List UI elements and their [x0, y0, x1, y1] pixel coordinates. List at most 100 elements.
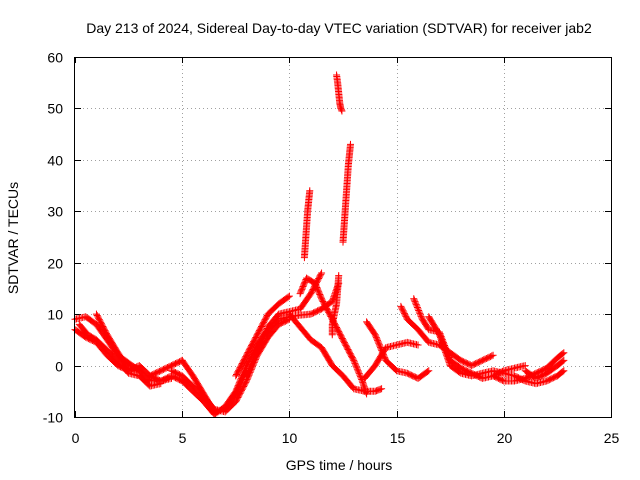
data-point — [398, 305, 406, 313]
data-point — [350, 358, 358, 366]
x-tick-label: 15 — [390, 430, 406, 446]
data-point — [355, 370, 363, 378]
y-tick-label: -10 — [43, 410, 63, 426]
data-point — [401, 311, 409, 319]
data-point — [328, 331, 336, 339]
data-point — [374, 336, 382, 344]
data-point — [256, 340, 264, 348]
data-point — [438, 338, 446, 346]
data-point — [234, 386, 242, 394]
data-point — [247, 360, 255, 368]
data-point — [439, 340, 447, 348]
series-arc-21 — [489, 349, 568, 385]
data-point — [253, 346, 261, 354]
data-point — [560, 349, 568, 357]
data-point — [397, 302, 405, 310]
data-point — [441, 345, 449, 353]
data-point — [135, 367, 143, 375]
data-point — [245, 366, 253, 374]
data-point — [243, 370, 251, 378]
data-point — [412, 299, 420, 307]
data-point — [355, 368, 363, 376]
data-point — [248, 358, 256, 366]
data-point — [249, 356, 257, 364]
data-point — [306, 187, 314, 195]
data-point — [338, 107, 346, 115]
series-arc-11 — [285, 310, 386, 395]
data-point — [436, 332, 444, 340]
series-arc-3 — [75, 320, 165, 390]
data-point — [252, 349, 260, 357]
data-point — [440, 342, 448, 350]
data-point — [560, 367, 568, 375]
data-point — [354, 367, 362, 375]
data-point — [250, 355, 258, 363]
data-point — [440, 344, 448, 352]
data-point — [373, 335, 381, 343]
data-point — [239, 375, 246, 383]
x-tick-label: 10 — [282, 430, 298, 446]
data-point — [559, 357, 567, 365]
y-tick-label: 40 — [47, 153, 63, 169]
data-point — [284, 293, 292, 301]
chart-title: Day 213 of 2024, Sidereal Day-to-day VTE… — [86, 20, 592, 36]
data-point — [416, 309, 424, 317]
y-tick-label: 20 — [47, 256, 63, 272]
data-point — [353, 365, 361, 373]
series-arc-7 — [178, 356, 251, 416]
data-point — [349, 355, 357, 363]
data-point — [263, 326, 271, 334]
data-point — [376, 342, 384, 350]
data-point — [442, 350, 450, 358]
data-point — [259, 333, 267, 341]
data-point — [437, 335, 445, 343]
data-point — [398, 304, 406, 312]
data-point — [489, 351, 497, 359]
y-tick-label: 0 — [55, 359, 63, 375]
data-point — [250, 353, 258, 361]
data-point — [445, 359, 453, 367]
data-point — [375, 339, 383, 347]
data-point — [416, 311, 424, 319]
data-point — [438, 337, 446, 345]
data-point — [257, 337, 265, 345]
data-point — [445, 357, 453, 365]
data-point — [350, 356, 358, 364]
data-point — [559, 368, 567, 376]
data-point — [417, 312, 425, 320]
data-point — [251, 350, 259, 358]
data-point — [329, 296, 337, 304]
data-point — [351, 359, 359, 367]
data-point — [244, 368, 252, 376]
data-point — [247, 362, 255, 370]
series-arc-16 — [363, 318, 433, 382]
data-point — [412, 301, 420, 309]
x-tick-label: 20 — [497, 430, 513, 446]
y-tick-label: 30 — [47, 204, 63, 220]
data-point — [352, 362, 360, 370]
data-point — [444, 356, 452, 364]
data-point — [371, 331, 379, 339]
data-point — [337, 106, 345, 114]
data-point — [400, 310, 408, 318]
data-point — [414, 341, 422, 349]
data-point — [415, 308, 423, 316]
data-point — [235, 383, 243, 391]
data-point — [352, 361, 360, 369]
data-point — [413, 302, 421, 310]
data-point — [372, 334, 380, 342]
x-tick-label: 0 — [72, 430, 80, 446]
series-arc-13 — [300, 187, 314, 262]
data-point — [236, 381, 244, 389]
y-tick-label: 50 — [47, 101, 63, 117]
data-point — [254, 345, 262, 353]
data-point — [261, 330, 269, 338]
data-point — [425, 367, 433, 375]
data-point — [374, 338, 382, 346]
data-point — [253, 348, 261, 356]
data-point — [262, 327, 270, 335]
series-arc-12 — [328, 272, 343, 339]
data-point — [244, 369, 252, 377]
series-arc-14 — [333, 71, 346, 115]
